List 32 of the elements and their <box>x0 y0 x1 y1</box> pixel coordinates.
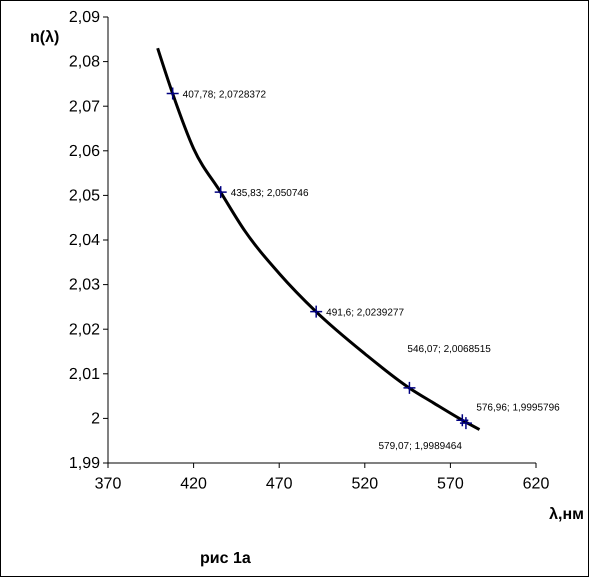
x-tick-label: 520 <box>351 476 378 493</box>
data-label: 435,83; 2,050746 <box>230 188 309 200</box>
data-label: 407,78; 2,0728372 <box>182 90 267 101</box>
data-label: 576,96; 1,9995796 <box>476 402 560 414</box>
point <box>214 185 228 199</box>
y-tick-label: 2,07 <box>68 98 100 116</box>
data-label: 491,6; 2,0239277 <box>326 308 404 319</box>
x-tick-label: 470 <box>266 476 293 493</box>
y-tick-label: 2,03 <box>68 276 100 294</box>
x-tick-label: 620 <box>522 476 550 493</box>
y-tick-label: 2,05 <box>68 188 100 205</box>
y-tick-label: 2 <box>91 410 100 428</box>
data-label: 546,07; 2,0068515 <box>407 344 492 355</box>
point <box>456 414 470 428</box>
data-label: 579,07; 1,9989464 <box>378 441 462 452</box>
y-axis-title: n(λ) <box>30 29 60 46</box>
x-tick-label: 570 <box>437 476 464 493</box>
x-axis-title: λ,нм <box>549 506 584 523</box>
point <box>402 381 416 395</box>
y-tick-label: 2,02 <box>68 321 100 338</box>
y-tick-label: 2,04 <box>68 232 100 250</box>
point <box>459 416 473 430</box>
point <box>166 86 180 100</box>
text: рис 1а <box>200 550 251 567</box>
y-tick-label: 2,08 <box>68 54 100 71</box>
y-tick-label: 1,99 <box>68 455 100 472</box>
x-tick-label: 420 <box>180 476 208 493</box>
y-tick-label: 2,06 <box>68 142 100 160</box>
y-tick-label: 2,01 <box>68 366 100 383</box>
y-tick-label: 2,09 <box>68 9 100 26</box>
point <box>309 304 323 318</box>
x-tick-label: 370 <box>94 476 122 493</box>
